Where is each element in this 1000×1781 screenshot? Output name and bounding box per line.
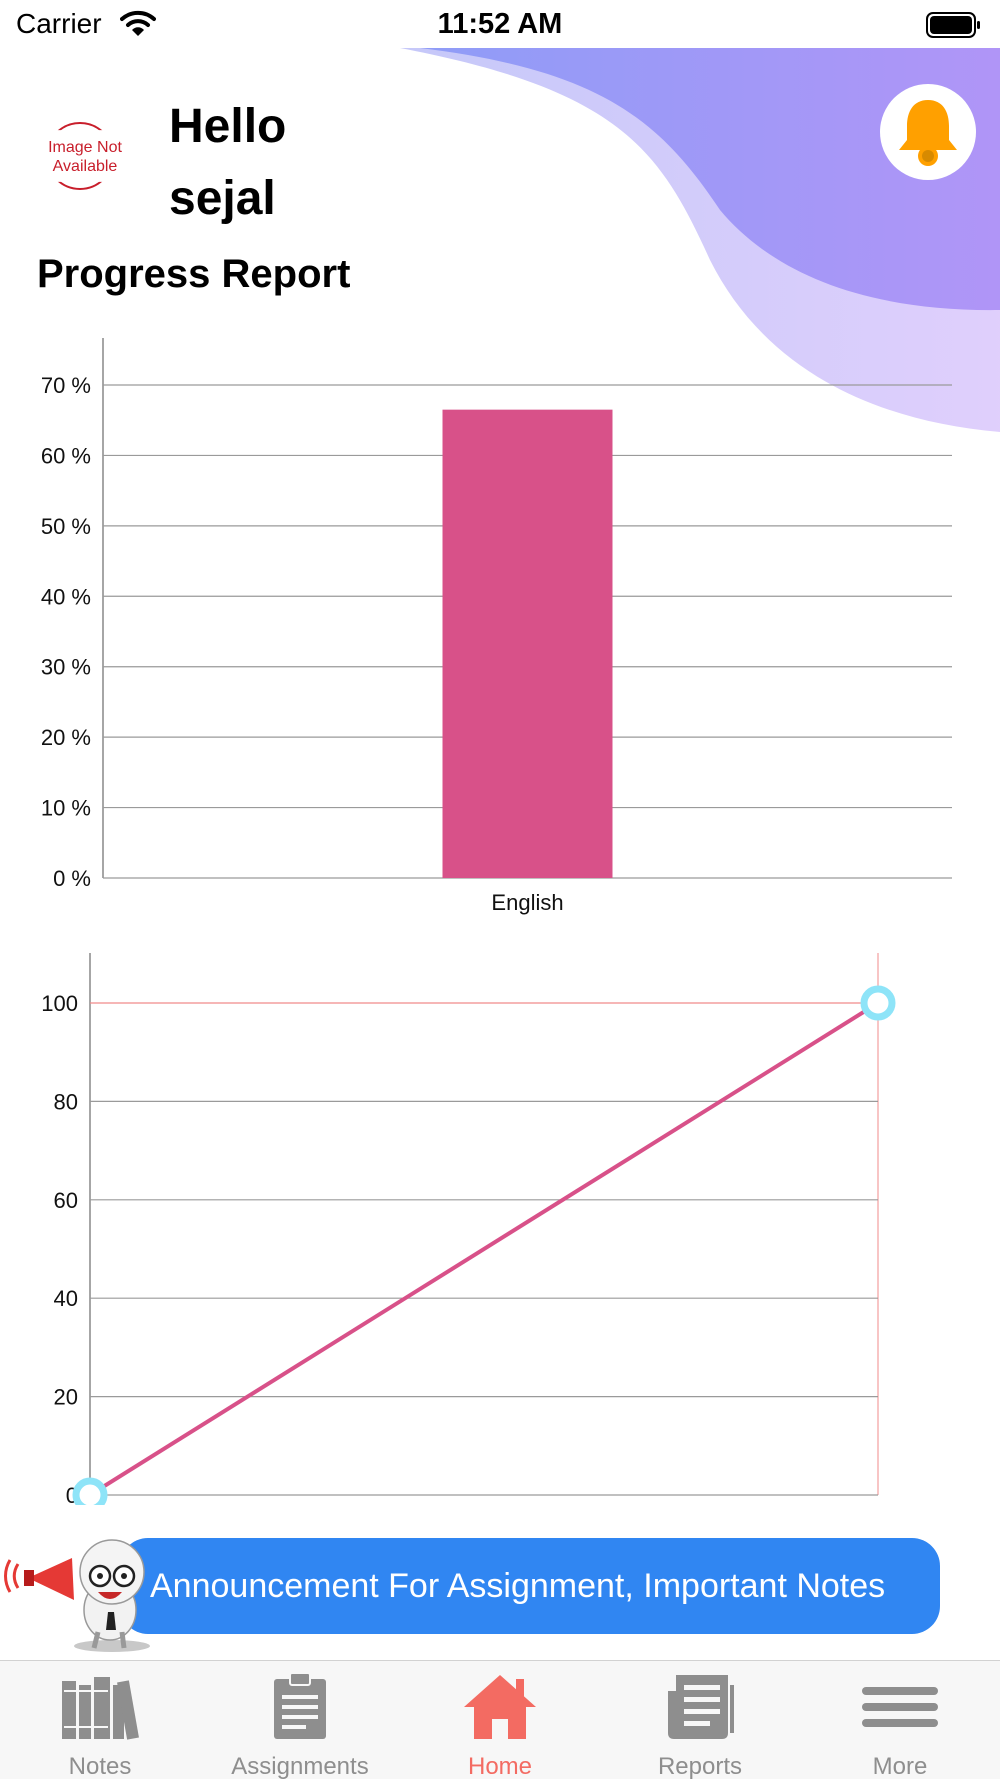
battery-icon — [926, 12, 980, 38]
carrier-label: Carrier — [16, 8, 102, 39]
y-tick-label: 60 % — [41, 443, 91, 468]
books-icon — [62, 1677, 139, 1740]
avatar[interactable]: Image Not Available — [40, 122, 126, 192]
home-icon — [464, 1675, 536, 1739]
y-tick-label: 10 % — [41, 796, 91, 821]
greeting-hello: Hello — [169, 100, 287, 153]
header-wave-decoration — [400, 48, 1000, 432]
clock: 11:52 AM — [437, 8, 563, 40]
bell-icon — [899, 100, 957, 166]
notifications-button[interactable] — [880, 84, 976, 180]
newspaper-icon — [668, 1675, 734, 1739]
y-tick-label: 0 % — [53, 866, 91, 891]
tab-more[interactable]: More — [800, 1661, 1000, 1780]
y-tick-label: 50 % — [41, 514, 91, 539]
y-tick-label: 20 % — [41, 725, 91, 750]
y-tick-label: 80 — [54, 1089, 78, 1114]
tab-assignments[interactable]: Assignments — [200, 1661, 400, 1780]
user-name: sejal — [169, 172, 276, 225]
announcement-text: Announcement For Assignment, Important N… — [150, 1567, 886, 1605]
subject-progress-bar-chart: 0 % 10 % 20 % 30 % 40 % 50 % 60 % 70 % English — [41, 338, 952, 915]
tab-reports[interactable]: Reports — [600, 1661, 800, 1780]
y-tick-label: 70 % — [41, 373, 91, 398]
page-title: Progress Report — [37, 252, 351, 296]
series-line — [88, 1001, 880, 1497]
data-point — [860, 985, 896, 1021]
y-tick-label: 40 — [54, 1286, 78, 1311]
announcement-button[interactable]: Announcement For Assignment, Important N… — [120, 1538, 940, 1634]
megaphone-mascot-icon — [4, 1539, 150, 1652]
menu-icon — [862, 1687, 938, 1727]
tab-home[interactable]: Home — [400, 1661, 600, 1780]
y-tick-label: 100 — [41, 991, 78, 1016]
y-tick-label: 40 % — [41, 584, 91, 609]
bottom-tab-bar: Notes Assignments Home Reports — [0, 1660, 1000, 1780]
data-point — [72, 1477, 108, 1505]
clipboard-icon — [274, 1672, 326, 1739]
bar-english — [442, 409, 613, 878]
wifi-icon — [120, 10, 156, 36]
y-tick-label: 60 — [54, 1188, 78, 1213]
y-tick-label: 20 — [54, 1385, 78, 1410]
status-bar: Carrier 11:52 AM — [0, 0, 1000, 50]
tab-notes[interactable]: Notes — [0, 1661, 200, 1780]
x-tick-label: English — [491, 890, 563, 915]
y-tick-label: 30 % — [41, 655, 91, 680]
greeting: Hello sejal — [169, 92, 286, 236]
avatar-placeholder-text: Image Not Available — [48, 139, 122, 175]
